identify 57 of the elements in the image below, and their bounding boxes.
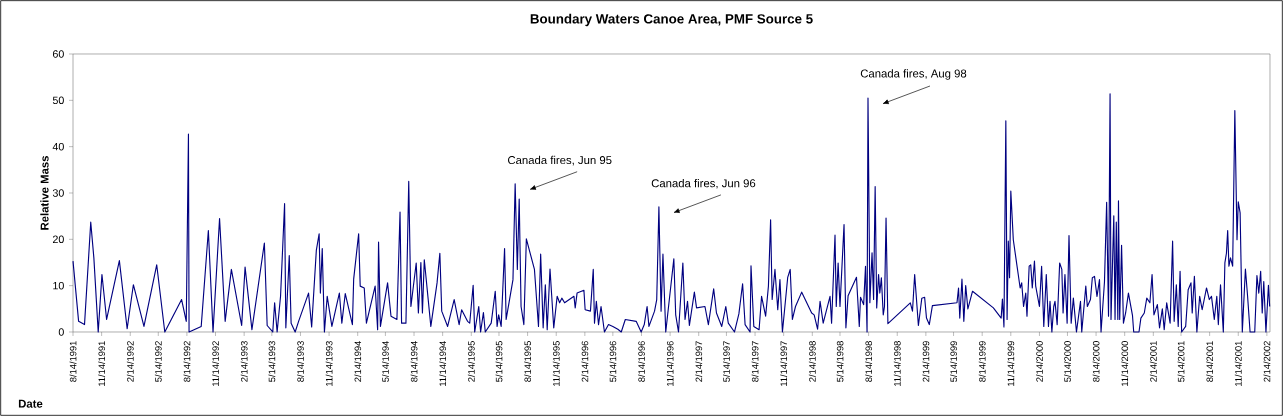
x-tick-label: 5/14/1999 — [950, 341, 957, 382]
x-tick-label: 8/14/1994 — [410, 340, 418, 382]
x-tick-label: 5/14/1998 — [836, 341, 844, 382]
x-tick-label: 8/14/1996 — [638, 341, 645, 382]
x-tick-label: 11/14/1994 — [439, 340, 447, 386]
x-tick-label: 8/14/1991 — [69, 341, 77, 382]
x-tick-label: 11/14/1997 — [780, 341, 788, 386]
x-tick-label: 5/14/2001 — [1177, 341, 1185, 382]
y-tick-label: 30 — [52, 189, 64, 197]
x-tick-label: 2/14/1997 — [695, 341, 703, 382]
x-tick-label: 2/14/1995 — [467, 341, 475, 382]
y-tick-label: 10 — [53, 281, 64, 290]
x-tick-label: 5/14/1992 — [154, 341, 162, 382]
y-tick-label: 50 — [52, 96, 64, 105]
annotation: Canada fires, Aug 98 — [860, 69, 967, 80]
x-tick-label: 2/14/1993 — [240, 341, 248, 382]
x-tick-label: 11/14/1996 — [666, 341, 674, 386]
x-tick-label: 2/14/1994 — [354, 340, 362, 382]
x-tick-label: 8/14/1995 — [524, 341, 532, 382]
x-tick-label: 5/14/1993 — [268, 341, 276, 382]
x-tick-label: 8/14/1993 — [297, 341, 304, 382]
x-tick-label: 11/14/1991 — [98, 341, 106, 386]
x-axis-title: Date — [18, 399, 43, 408]
y-tick-label: 60 — [52, 50, 64, 58]
chart-title: Boundary Waters Canoe Area, PMF Source 5 — [530, 13, 813, 27]
x-tick-label: 5/14/1997 — [723, 341, 730, 382]
line-series — [72, 93, 1271, 333]
x-tick-label: 2/14/2002 — [1263, 341, 1271, 382]
x-tick-label: 8/14/1992 — [183, 341, 191, 382]
x-tick-label: 11/14/1998 — [893, 341, 901, 386]
x-tick-label: 2/14/1992 — [126, 341, 134, 382]
annotation: Canada fires, Jun 95 — [508, 155, 612, 166]
x-tick-label: 11/14/1993 — [325, 341, 333, 386]
x-tick-label: 2/14/2001 — [1149, 341, 1157, 382]
x-tick-label: 2/14/2000 — [1036, 341, 1043, 382]
x-tick-label: 8/14/1998 — [865, 341, 873, 382]
x-tick-label: 2/14/1999 — [922, 341, 930, 382]
x-tick-label: 11/14/1999 — [1007, 341, 1015, 386]
x-tick-label: 11/14/1992 — [212, 341, 219, 386]
x-tick-label: 8/14/1999 — [978, 341, 986, 382]
x-tick-label: 8/14/1997 — [751, 341, 759, 382]
annotation: Canada fires, Jun 96 — [651, 178, 756, 189]
x-tick-label: 11/14/2000 — [1121, 341, 1129, 386]
x-tick-label: 5/14/2000 — [1064, 341, 1071, 382]
x-tick-label: 5/14/1995 — [495, 341, 503, 382]
x-tick-label: 8/14/2001 — [1206, 341, 1214, 382]
x-tick-label: 2/14/1996 — [581, 341, 589, 382]
y-tick-label: 20 — [52, 235, 64, 244]
x-tick-label: 5/14/1996 — [609, 341, 617, 382]
y-axis-title: Relative Mass — [40, 156, 49, 230]
y-tick-label: 0 — [58, 328, 64, 336]
x-tick-label: 11/14/1995 — [552, 341, 560, 386]
x-tick-label: 2/14/1998 — [808, 341, 816, 382]
y-tick-label: 40 — [52, 142, 64, 151]
x-tick-label: 11/14/2001 — [1234, 341, 1242, 386]
x-tick-label: 8/14/2000 — [1092, 341, 1100, 382]
x-tick-label: 5/14/1994 — [381, 340, 389, 382]
